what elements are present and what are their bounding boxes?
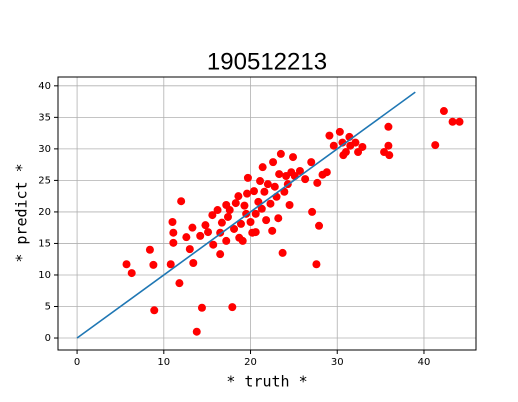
point bbox=[307, 158, 316, 167]
line bbox=[76, 91, 416, 339]
point bbox=[256, 177, 265, 186]
point bbox=[213, 206, 222, 215]
point bbox=[188, 223, 197, 232]
point bbox=[192, 327, 201, 336]
x-tick-label: 20 bbox=[244, 357, 257, 368]
point bbox=[262, 216, 271, 225]
x-tick-label: 30 bbox=[331, 357, 344, 368]
point bbox=[243, 173, 252, 182]
point bbox=[166, 260, 175, 269]
point bbox=[168, 218, 177, 227]
point bbox=[249, 187, 258, 196]
y-tick-label: 15 bbox=[38, 238, 51, 249]
point bbox=[322, 168, 331, 177]
point bbox=[266, 199, 275, 208]
point bbox=[243, 189, 252, 198]
point bbox=[127, 269, 136, 278]
point bbox=[278, 248, 287, 257]
point bbox=[385, 151, 394, 160]
point bbox=[149, 260, 158, 269]
point bbox=[341, 148, 350, 157]
point bbox=[263, 180, 272, 189]
point bbox=[448, 117, 457, 126]
point bbox=[439, 107, 448, 116]
point bbox=[269, 158, 278, 167]
point bbox=[335, 127, 344, 136]
point bbox=[204, 228, 213, 237]
point bbox=[351, 138, 360, 147]
point bbox=[384, 141, 393, 150]
y-tick-label: 20 bbox=[38, 207, 51, 218]
point bbox=[236, 219, 245, 228]
plot-frame bbox=[57, 76, 477, 351]
point bbox=[196, 231, 205, 240]
point bbox=[289, 153, 298, 162]
point bbox=[197, 303, 206, 312]
point bbox=[175, 279, 184, 288]
y-tick-label: 0 bbox=[45, 333, 51, 344]
y-axis-label: * predict * bbox=[13, 163, 31, 262]
point bbox=[260, 187, 269, 196]
point bbox=[315, 221, 324, 230]
x-tick-label: 0 bbox=[74, 357, 80, 368]
point bbox=[285, 200, 294, 209]
point bbox=[246, 218, 255, 227]
point bbox=[251, 228, 260, 237]
point bbox=[222, 236, 231, 245]
y-tick-label: 40 bbox=[38, 81, 51, 92]
point bbox=[274, 214, 283, 223]
point bbox=[201, 221, 210, 230]
point bbox=[268, 226, 277, 235]
point bbox=[312, 260, 321, 269]
point bbox=[384, 122, 393, 131]
point bbox=[222, 200, 231, 209]
y-tick-label: 30 bbox=[38, 144, 51, 155]
point bbox=[122, 260, 131, 269]
point bbox=[329, 141, 338, 150]
point bbox=[185, 245, 194, 254]
point bbox=[238, 236, 247, 245]
point bbox=[234, 192, 243, 201]
point bbox=[431, 141, 440, 150]
point bbox=[240, 201, 249, 210]
point bbox=[325, 131, 334, 140]
point bbox=[308, 207, 317, 216]
point bbox=[209, 240, 218, 249]
x-axis-label: * truth * bbox=[226, 373, 307, 391]
point bbox=[145, 245, 154, 254]
point bbox=[182, 233, 191, 242]
y-tick-label: 10 bbox=[38, 270, 51, 281]
point bbox=[230, 224, 239, 233]
point bbox=[295, 166, 304, 175]
point bbox=[231, 199, 240, 208]
point bbox=[275, 170, 284, 179]
point bbox=[276, 149, 285, 158]
point bbox=[189, 258, 198, 267]
point bbox=[169, 238, 178, 247]
point bbox=[217, 218, 226, 227]
y-tick-label: 35 bbox=[38, 112, 51, 123]
point bbox=[455, 117, 464, 126]
point bbox=[216, 250, 225, 259]
x-tick-label: 40 bbox=[418, 357, 431, 368]
point bbox=[208, 211, 217, 220]
point bbox=[150, 306, 159, 315]
point bbox=[258, 163, 267, 172]
y-tick-label: 25 bbox=[38, 175, 51, 186]
chart-title: 190512213 bbox=[207, 48, 327, 75]
point bbox=[251, 209, 260, 218]
point bbox=[257, 204, 266, 213]
point bbox=[223, 212, 232, 221]
y-tick-label: 5 bbox=[45, 301, 51, 312]
point bbox=[313, 178, 322, 187]
point bbox=[177, 197, 186, 206]
point bbox=[270, 182, 279, 191]
point bbox=[301, 175, 310, 184]
point bbox=[169, 228, 178, 237]
x-tick-label: 10 bbox=[157, 357, 170, 368]
point bbox=[228, 303, 237, 312]
point bbox=[358, 142, 367, 151]
